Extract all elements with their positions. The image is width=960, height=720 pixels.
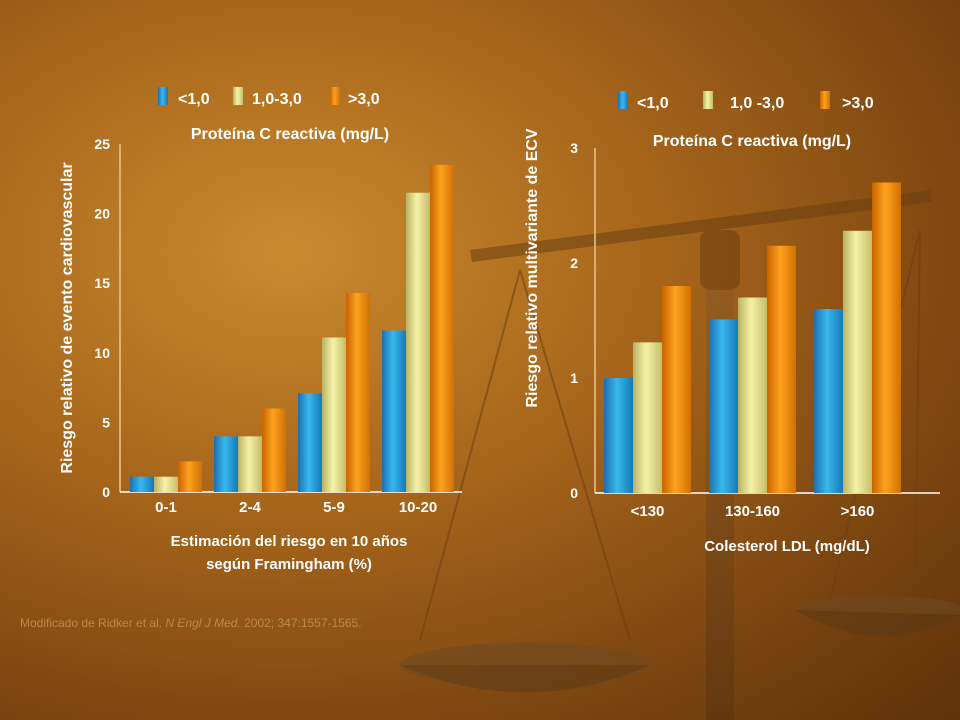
bar [298, 393, 322, 492]
chart-2-y-axis-title: Riesgo relativo multivariante de ECV [524, 128, 541, 408]
source-credit-journal: N Engl J Med. [165, 616, 240, 630]
chart-1-plot: 0 5 10 15 20 25 0-1 2-4 5-9 10-20 [94, 136, 462, 516]
bar [662, 286, 691, 493]
x-category-label: 130-160 [725, 503, 780, 520]
chart-1-title: Proteína C reactiva (mg/L) [191, 126, 389, 143]
legend-label: >3,0 [842, 95, 874, 112]
bar [322, 337, 346, 492]
y-tick-label: 0 [570, 485, 578, 501]
legend-label: >3,0 [348, 91, 380, 108]
bar [178, 461, 202, 492]
legend-swatch-orange [820, 91, 830, 109]
bar [843, 230, 872, 494]
legend-label: <1,0 [178, 91, 210, 108]
bar [262, 408, 286, 492]
bar [709, 319, 738, 493]
x-category-label: >160 [841, 503, 875, 520]
chart-2-x-axis-title: Colesterol LDL (mg/dL) [704, 538, 870, 555]
y-tick-label: 15 [94, 275, 110, 291]
x-category-label: 5-9 [323, 499, 345, 516]
bar [214, 436, 238, 492]
bar [604, 378, 633, 493]
bar [872, 182, 901, 493]
bar [738, 297, 767, 493]
bar [767, 245, 796, 493]
chart-2-title: Proteína C reactiva (mg/L) [653, 133, 851, 150]
x-category-label: 2-4 [239, 499, 261, 516]
y-tick-label: 3 [570, 140, 578, 156]
chart-1-y-axis-title: Riesgo relativo de evento cardiovascular [59, 162, 76, 473]
bar [814, 309, 843, 493]
chart-1-x-axis-title-line-1: Estimación del riesgo en 10 años [171, 533, 408, 550]
y-tick-label: 0 [102, 484, 110, 500]
y-tick-label: 2 [570, 255, 578, 271]
legend-label: 1,0 -3,0 [730, 95, 784, 112]
bar [382, 330, 406, 492]
legend-label: 1,0-3,0 [252, 91, 302, 108]
legend-swatch-beige [233, 87, 243, 105]
chart-2-legend: <1,0 1,0 -3,0 >3,0 [618, 91, 874, 112]
x-category-label: 10-20 [399, 499, 437, 516]
legend-swatch-blue [618, 91, 628, 109]
legend-label: <1,0 [637, 95, 669, 112]
chart-1-x-axis-title-line-2: según Framingham (%) [206, 556, 372, 573]
bar [238, 436, 262, 492]
y-tick-label: 1 [570, 370, 578, 386]
y-tick-label: 10 [94, 345, 110, 361]
bar [346, 292, 370, 492]
y-tick-label: 20 [94, 206, 110, 222]
legend-swatch-orange [330, 87, 340, 105]
bar [406, 192, 430, 492]
chart-2-plot: 0 1 2 3 <130 130-160 >160 [570, 140, 940, 520]
bar [633, 342, 662, 493]
y-tick-label: 25 [94, 136, 110, 152]
x-category-label: 0-1 [155, 499, 177, 516]
bar [130, 476, 154, 492]
legend-swatch-blue [158, 87, 168, 105]
balance-scale-illustration [400, 190, 960, 720]
source-credit: Modificado de Ridker et al. N Engl J Med… [20, 616, 362, 630]
source-credit-citation: 2002; 347:1557-1565. [241, 616, 362, 630]
x-category-label: <130 [631, 503, 665, 520]
bar [154, 476, 178, 492]
legend-swatch-beige [703, 91, 713, 109]
chart-2: <1,0 1,0 -3,0 >3,0 Proteína C reactiva (… [524, 91, 940, 555]
y-tick-label: 5 [102, 414, 110, 430]
chart-1: <1,0 1,0-3,0 >3,0 Proteína C reactiva (m… [59, 87, 462, 573]
chart-1-legend: <1,0 1,0-3,0 >3,0 [158, 87, 380, 108]
source-credit-authors: Modificado de Ridker et al. [20, 616, 165, 630]
bar [430, 164, 454, 492]
